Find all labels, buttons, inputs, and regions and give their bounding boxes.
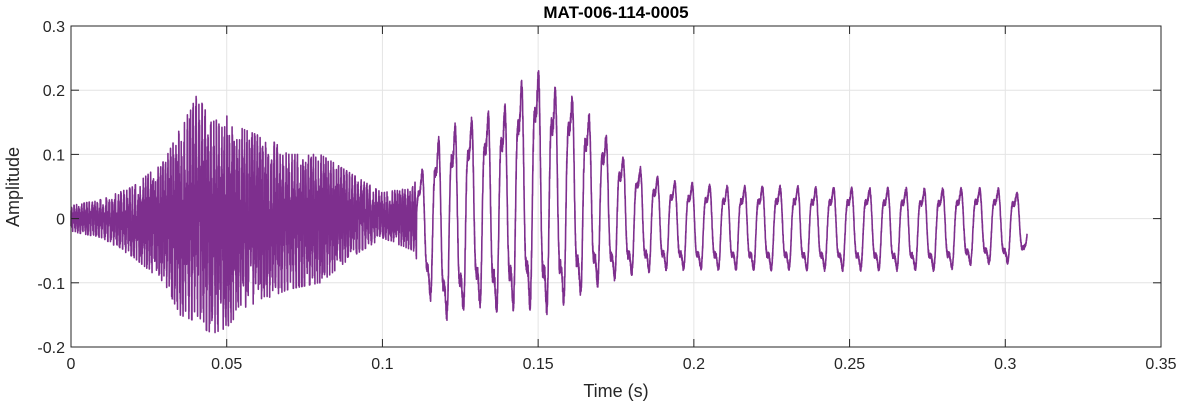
x-axis-label: Time (s) <box>583 381 648 401</box>
y-tick-label: 0 <box>56 212 65 229</box>
axis-ticks <box>70 25 1162 348</box>
waveform-line <box>70 69 1028 334</box>
x-tick-label: 0.2 <box>683 356 705 373</box>
x-tick-label: 0.35 <box>1145 356 1176 373</box>
plot-frame <box>70 25 1162 348</box>
x-tick-label: 0.15 <box>523 356 554 373</box>
waveform-series <box>70 69 1028 334</box>
x-tick-label: 0.1 <box>371 356 393 373</box>
y-tick-label: -0.1 <box>37 276 65 293</box>
x-tick-label: 0.25 <box>834 356 865 373</box>
x-tick-label: 0.05 <box>211 356 242 373</box>
y-axis-label: Amplitude <box>3 147 23 227</box>
y-tick-label: 0.1 <box>43 147 65 164</box>
chart-title: MAT-006-114-0005 <box>543 3 688 22</box>
x-tick-label: 0 <box>67 356 76 373</box>
y-tick-label: -0.2 <box>37 340 65 357</box>
x-tick-labels: 0 0.05 0.1 0.15 0.2 0.25 0.3 0.35 <box>67 356 1177 373</box>
y-tick-label: 0.2 <box>43 83 65 100</box>
y-tick-label: 0.3 <box>43 19 65 36</box>
x-tick-label: 0.3 <box>994 356 1016 373</box>
y-tick-labels: -0.2 -0.1 0 0.1 0.2 0.3 <box>37 19 65 357</box>
